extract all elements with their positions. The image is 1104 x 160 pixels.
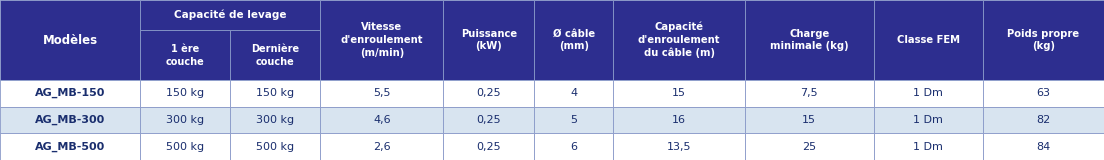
Bar xyxy=(873,133,983,160)
Text: 5: 5 xyxy=(571,115,577,125)
Text: Capacité
d'enroulement
du câble (m): Capacité d'enroulement du câble (m) xyxy=(638,22,720,58)
Bar xyxy=(443,0,534,80)
Text: 82: 82 xyxy=(1037,115,1050,125)
Bar xyxy=(614,80,745,107)
Bar xyxy=(0,107,140,133)
Text: Dernière
couche: Dernière couche xyxy=(252,44,299,67)
Text: Puissance
(kW): Puissance (kW) xyxy=(460,29,517,51)
Bar xyxy=(0,80,140,107)
Bar xyxy=(320,133,443,160)
Text: 1 Dm: 1 Dm xyxy=(913,88,943,98)
Bar xyxy=(231,133,320,160)
Text: 15: 15 xyxy=(803,115,816,125)
Bar xyxy=(140,30,231,80)
Text: 16: 16 xyxy=(672,115,686,125)
Text: 2,6: 2,6 xyxy=(373,142,391,152)
Bar xyxy=(231,30,320,80)
Text: 1 Dm: 1 Dm xyxy=(913,115,943,125)
Text: AG_MB-500: AG_MB-500 xyxy=(35,142,105,152)
Text: 300 kg: 300 kg xyxy=(167,115,204,125)
Text: 4,6: 4,6 xyxy=(373,115,391,125)
Text: AG_MB-150: AG_MB-150 xyxy=(35,88,105,98)
Text: 1 Dm: 1 Dm xyxy=(913,142,943,152)
Text: Modèles: Modèles xyxy=(43,33,97,47)
Bar xyxy=(983,0,1104,80)
Bar xyxy=(534,0,614,80)
Bar xyxy=(614,107,745,133)
Text: 0,25: 0,25 xyxy=(477,142,501,152)
Bar xyxy=(873,107,983,133)
Bar xyxy=(320,0,443,80)
Text: Vitesse
d'enroulement
(m/min): Vitesse d'enroulement (m/min) xyxy=(340,22,423,58)
Bar xyxy=(534,133,614,160)
Text: 0,25: 0,25 xyxy=(477,115,501,125)
Bar xyxy=(873,0,983,80)
Bar xyxy=(140,107,231,133)
Bar xyxy=(231,107,320,133)
Bar xyxy=(534,107,614,133)
Bar xyxy=(140,80,231,107)
Text: 300 kg: 300 kg xyxy=(256,115,295,125)
Text: 150 kg: 150 kg xyxy=(167,88,204,98)
Bar xyxy=(745,80,873,107)
Text: 1 ère
couche: 1 ère couche xyxy=(166,44,204,67)
Text: Capacité de levage: Capacité de levage xyxy=(174,10,287,20)
Bar xyxy=(320,80,443,107)
Bar xyxy=(745,133,873,160)
Text: 15: 15 xyxy=(672,88,686,98)
Bar xyxy=(983,80,1104,107)
Text: Ø câble
(mm): Ø câble (mm) xyxy=(553,29,595,51)
Text: 150 kg: 150 kg xyxy=(256,88,295,98)
Bar xyxy=(443,133,534,160)
Text: Poids propre
(kg): Poids propre (kg) xyxy=(1007,29,1080,51)
Bar xyxy=(745,107,873,133)
Text: 13,5: 13,5 xyxy=(667,142,691,152)
Bar xyxy=(745,0,873,80)
Text: 84: 84 xyxy=(1037,142,1050,152)
Text: Charge
minimale (kg): Charge minimale (kg) xyxy=(769,29,849,51)
Text: AG_MB-300: AG_MB-300 xyxy=(35,115,105,125)
Text: 5,5: 5,5 xyxy=(373,88,391,98)
Bar xyxy=(983,133,1104,160)
Bar xyxy=(534,80,614,107)
Bar xyxy=(443,80,534,107)
Bar xyxy=(320,107,443,133)
Bar xyxy=(140,0,320,30)
Bar xyxy=(614,133,745,160)
Bar xyxy=(873,80,983,107)
Bar xyxy=(614,0,745,80)
Text: 25: 25 xyxy=(803,142,816,152)
Text: 6: 6 xyxy=(571,142,577,152)
Text: 4: 4 xyxy=(571,88,577,98)
Text: 500 kg: 500 kg xyxy=(167,142,204,152)
Bar xyxy=(231,80,320,107)
Text: Classe FEM: Classe FEM xyxy=(896,35,959,45)
Text: 500 kg: 500 kg xyxy=(256,142,295,152)
Bar xyxy=(983,107,1104,133)
Bar xyxy=(0,0,140,80)
Text: 0,25: 0,25 xyxy=(477,88,501,98)
Bar xyxy=(0,133,140,160)
Text: 7,5: 7,5 xyxy=(800,88,818,98)
Text: 63: 63 xyxy=(1037,88,1050,98)
Bar xyxy=(443,107,534,133)
Bar xyxy=(140,133,231,160)
